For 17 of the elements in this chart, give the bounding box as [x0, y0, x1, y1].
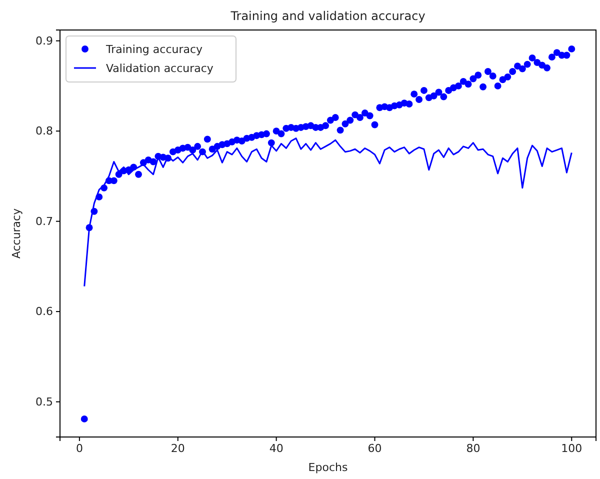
x-tick-label: 100: [561, 442, 582, 455]
x-tick-label: 0: [76, 442, 83, 455]
chart-title: Training and validation accuracy: [230, 9, 426, 23]
x-tick-label: 80: [466, 442, 480, 455]
y-tick-label: 0.8: [36, 124, 53, 138]
x-tick-label: 20: [170, 442, 185, 455]
x-tick-label: 60: [368, 442, 382, 455]
legend-label: Training accuracy: [105, 43, 204, 56]
y-axis-title: Accuracy: [10, 208, 23, 259]
y-tick-label: 0.5: [36, 395, 53, 408]
y-tick-label: 0.9: [36, 34, 53, 48]
x-axis-title: Epochs: [308, 461, 348, 474]
y-tick-label: 0.7: [36, 214, 53, 228]
y-tick-label: 0.6: [36, 305, 53, 318]
line-series: [84, 138, 572, 288]
legend-label: Validation accuracy: [106, 62, 214, 75]
x-tick-label: 40: [269, 442, 284, 455]
